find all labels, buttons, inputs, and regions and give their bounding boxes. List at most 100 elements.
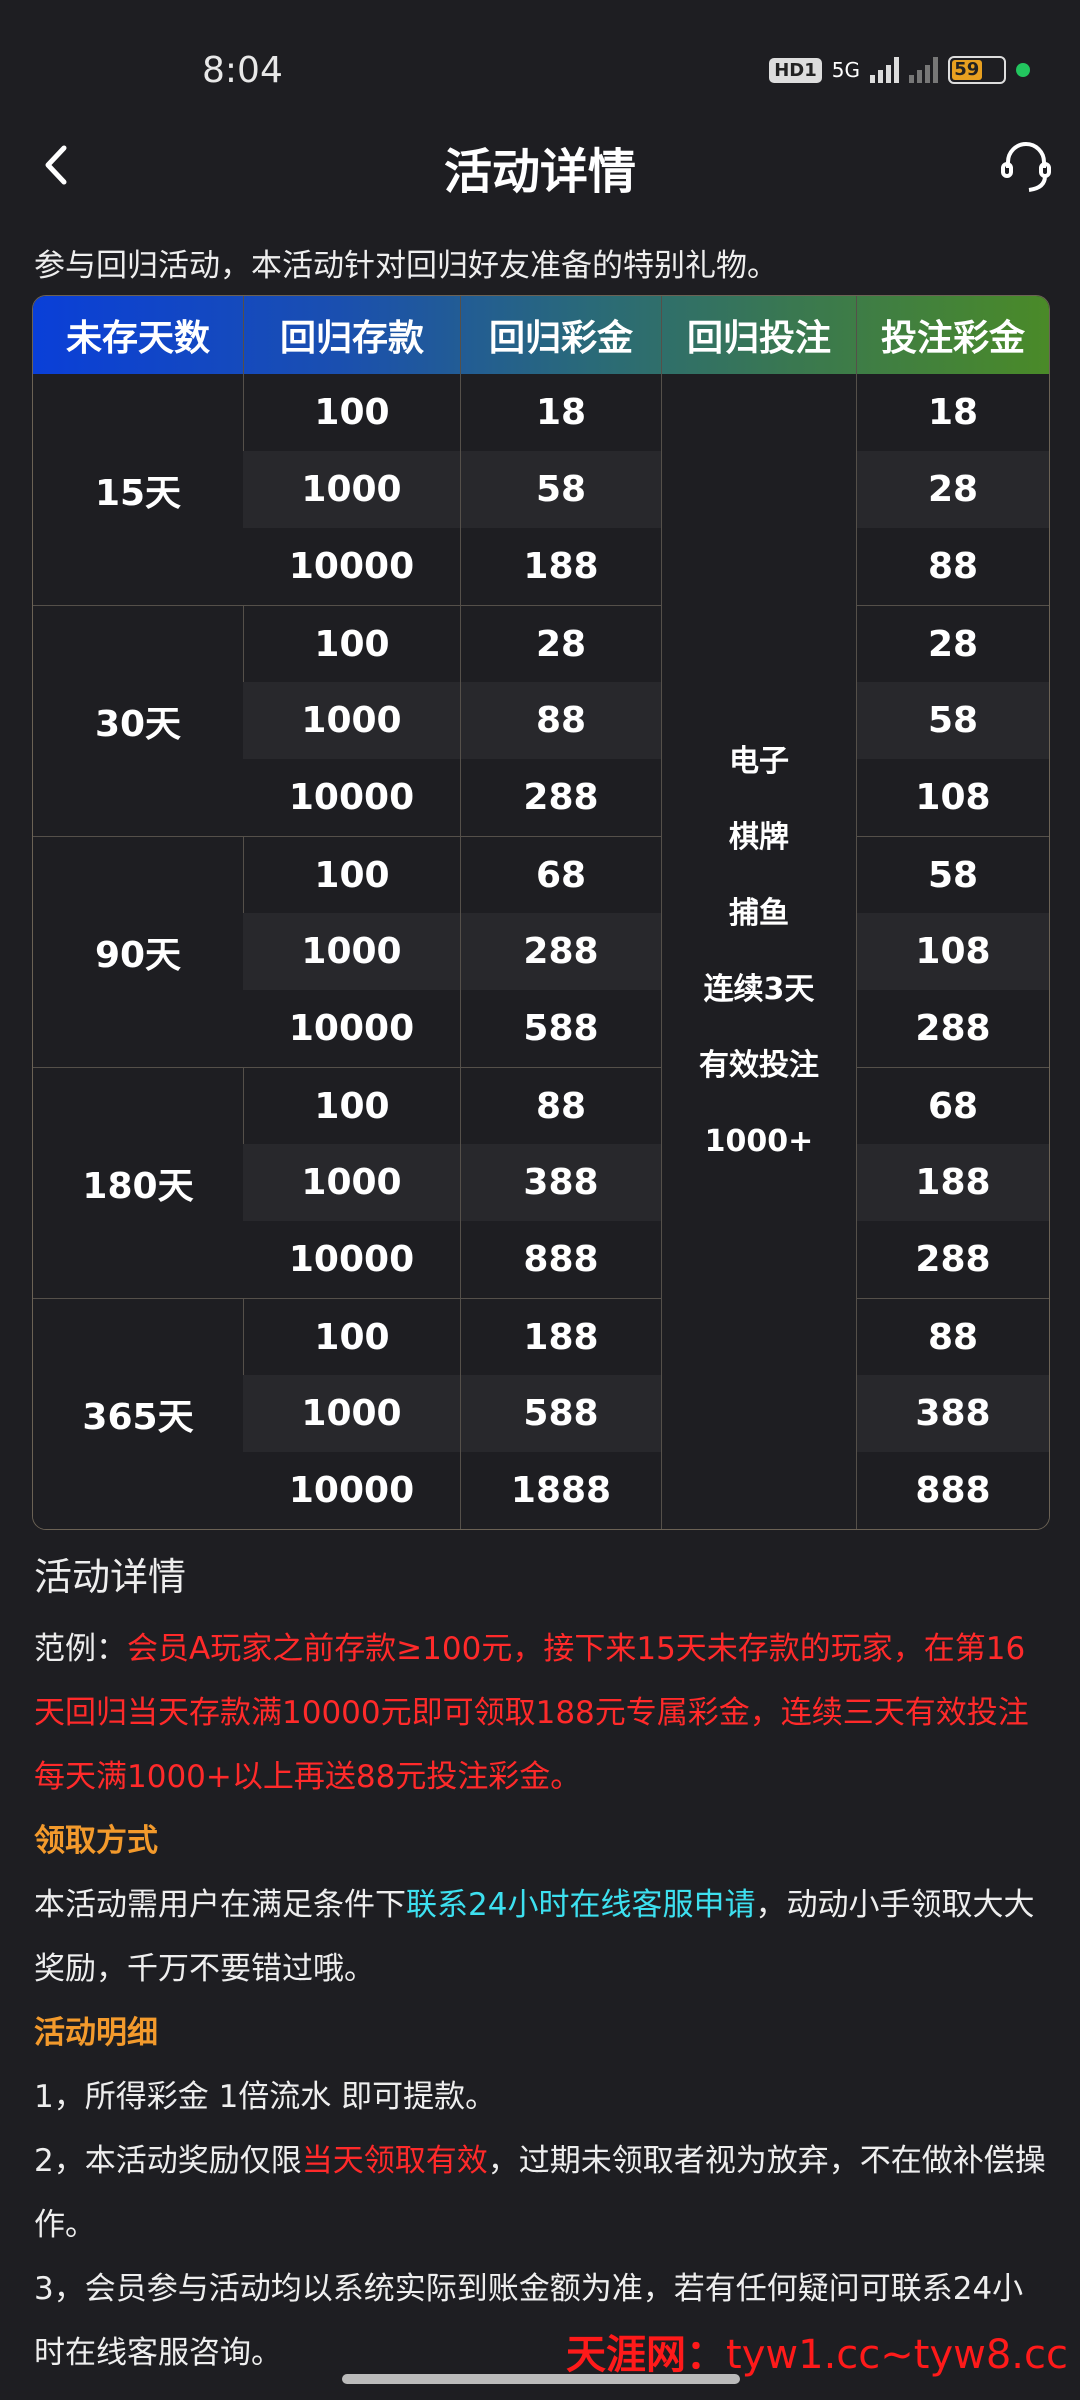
bonus-cell: 68 <box>460 836 661 913</box>
bet-bonus-cell: 108 <box>856 913 1049 990</box>
bet-bonus-cell: 88 <box>856 528 1049 605</box>
status-bar: 8:04 HD1 5G 59 <box>0 0 1080 130</box>
bonus-cell: 188 <box>460 528 661 605</box>
watermark-urls: tyw1.cc~tyw8.cc <box>726 2332 1068 2378</box>
bonus-cell: 588 <box>460 1375 661 1452</box>
days-cell: 365天 <box>33 1298 243 1529</box>
table-row: 30天 100 28 28 <box>33 605 1049 836</box>
table-row: 10000 1888 888 <box>33 1452 1049 1529</box>
claim-text-end: ，动动小手领取大大奖励，千万不要错过哦。 <box>34 1887 1035 1987</box>
table-row: 1000 88 58 <box>33 682 1049 759</box>
bonus-cell: 1888 <box>460 1452 661 1529</box>
table-row: 1000 58 28 <box>33 451 1049 528</box>
rule-2-text-end: ，过期未领取者视为放弃，不在做补偿操作。 <box>34 2143 1046 2243</box>
deposit-cell: 100 <box>243 836 460 913</box>
example-paragraph: 范例：会员A玩家之前存款≥100元，接下来15天未存款的玩家，在第16天回归当天… <box>34 1617 1054 1809</box>
deposit-cell: 100 <box>243 374 460 451</box>
watermark-name: 天涯网： <box>566 2331 727 2378</box>
bet-bonus-cell: 58 <box>856 836 1049 913</box>
customer-service-button[interactable] <box>998 138 1054 194</box>
table-row: 1000 588 388 <box>33 1375 1049 1452</box>
table-row: 1000 388 188 <box>33 1144 1049 1221</box>
chevron-left-icon <box>45 145 67 185</box>
bet-bonus-cell: 388 <box>856 1375 1049 1452</box>
network-label: 5G <box>831 58 860 82</box>
table-row: 365天 100 188 88 <box>33 1298 1049 1529</box>
deposit-cell: 10000 <box>243 990 460 1067</box>
claim-heading: 领取方式 <box>34 1823 158 1859</box>
days-cell: 30天 <box>33 605 243 836</box>
bet-bonus-cell: 18 <box>856 374 1049 451</box>
deposit-cell: 10000 <box>243 528 460 605</box>
rule-2-highlight: 当天领取有效 <box>301 2143 488 2179</box>
deposit-cell: 1000 <box>243 1144 460 1221</box>
bet-requirement-line: 捕鱼 <box>729 895 789 931</box>
contact-service-link[interactable]: 联系24小时在线客服申请 <box>406 1887 756 1923</box>
deposit-cell: 100 <box>243 605 460 682</box>
claim-text: 本活动需用户在满足条件下 <box>34 1887 406 1923</box>
bet-bonus-cell: 288 <box>856 990 1049 1067</box>
nav-bar: 活动详情 <box>0 120 1080 210</box>
bet-bonus-cell: 28 <box>856 605 1049 682</box>
bet-requirement-cell: 电子 棋牌 捕鱼 连续3天 有效投注 1000+ <box>661 374 856 1529</box>
rule-1: 1，所得彩金 1倍流水 即可提款。 <box>34 2079 497 2115</box>
bet-bonus-cell: 58 <box>856 682 1049 759</box>
hd-icon: HD1 <box>769 57 822 83</box>
bet-bonus-cell: 288 <box>856 1221 1049 1298</box>
table-row: 1000 288 108 <box>33 913 1049 990</box>
bonus-cell: 18 <box>460 374 661 451</box>
bet-requirement-line: 1000+ <box>704 1123 814 1159</box>
bet-bonus-cell: 28 <box>856 451 1049 528</box>
home-indicator[interactable] <box>342 2374 740 2384</box>
days-cell: 90天 <box>33 836 243 1067</box>
headset-icon <box>1001 142 1051 192</box>
bonus-cell: 588 <box>460 990 661 1067</box>
watermark: 天涯网：tyw1.cc~tyw8.cc <box>566 2322 1068 2380</box>
bet-requirement-line: 棋牌 <box>729 819 789 855</box>
deposit-cell: 1000 <box>243 682 460 759</box>
bonus-cell: 188 <box>460 1298 661 1375</box>
bonus-cell: 388 <box>460 1144 661 1221</box>
days-cell: 15天 <box>33 374 243 605</box>
table-row: 15天 100 18 电子 棋牌 捕鱼 连续3天 有效投注 1000+ 18 <box>33 374 1049 1529</box>
table-row: 90天 100 68 58 <box>33 836 1049 1067</box>
reward-table: 未存天数 回归存款 回归彩金 回归投注 投注彩金 15天 100 18 电子 棋牌 捕鱼 连续3天有… <box>32 295 1050 1530</box>
bonus-cell: 28 <box>460 605 661 682</box>
table-row: 180天 100 88 68 <box>33 1067 1049 1298</box>
back-button[interactable] <box>36 140 76 190</box>
deposit-cell: 1000 <box>243 1375 460 1452</box>
deposit-cell: 100 <box>243 1067 460 1144</box>
rule-2: 2，本活动奖励仅限当天领取有效，过期未领取者视为放弃，不在做补偿操作。 <box>34 2129 1054 2257</box>
column-header: 回归投注 <box>661 296 856 374</box>
column-header: 未存天数 <box>65 318 210 359</box>
table-row: 10000 188 88 <box>33 528 1049 605</box>
privacy-dot-icon <box>1016 63 1030 77</box>
bet-bonus-cell: 88 <box>856 1298 1049 1375</box>
table-row: 10000 288 108 <box>33 759 1049 836</box>
claim-paragraph: 本活动需用户在满足条件下联系24小时在线客服申请，动动小手领取大大奖励，千万不要… <box>34 1873 1054 2001</box>
bonus-cell: 58 <box>460 451 661 528</box>
battery-icon: 59 <box>948 56 1006 84</box>
deposit-cell: 1000 <box>243 913 460 990</box>
signal-icon <box>870 57 899 83</box>
bonus-cell: 88 <box>460 1067 661 1144</box>
bet-requirement-line: 电子 <box>729 743 789 779</box>
details-section: 活动详情 范例：会员A玩家之前存款≥100元，接下来15天未存款的玩家，在第16… <box>34 1545 1054 2385</box>
status-icons: HD1 5G 59 <box>769 56 1030 84</box>
bonus-cell: 288 <box>460 913 661 990</box>
bet-bonus-cell: 888 <box>856 1452 1049 1529</box>
intro-text: 参与回归活动，本活动针对回归好友准备的特别礼物。 <box>34 248 778 284</box>
column-header: 投注彩金 <box>856 296 1049 374</box>
deposit-cell: 10000 <box>243 1452 460 1529</box>
bonus-cell: 888 <box>460 1221 661 1298</box>
page-title: 活动详情 <box>443 144 636 200</box>
bet-requirement-line: 有效投注 <box>699 1047 819 1083</box>
table-row: 10000 888 288 <box>33 1221 1049 1298</box>
deposit-cell: 10000 <box>243 759 460 836</box>
rule-2-text: 2，本活动奖励仅限 <box>34 2143 302 2179</box>
days-cell: 180天 <box>33 1067 243 1298</box>
signal-icon-2 <box>909 57 938 83</box>
deposit-cell: 100 <box>243 1298 460 1375</box>
deposit-cell: 1000 <box>243 451 460 528</box>
column-header: 回归存款 <box>243 296 460 374</box>
